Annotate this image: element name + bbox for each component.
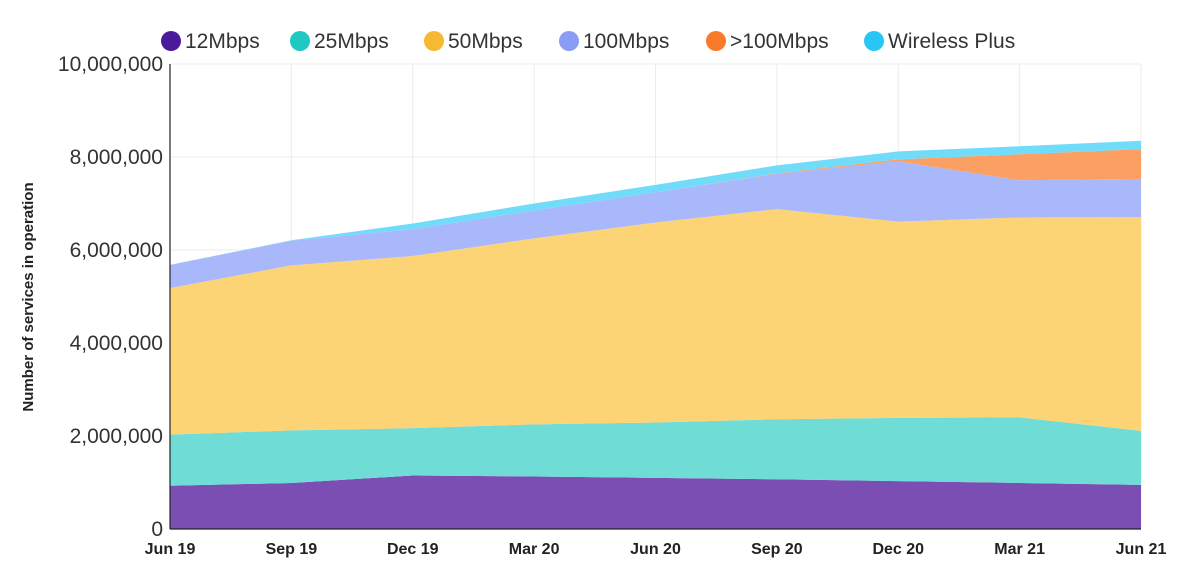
x-axis-ticks: Jun 19 Sep 19 Dec 19 Mar 20 Jun 20 Sep 20 Dec … <box>145 541 1167 558</box>
x-tick-label: Mar 21 <box>994 541 1045 558</box>
legend-swatch <box>559 31 579 51</box>
legend-label: >100Mbps <box>730 30 829 53</box>
area-wireless-plus <box>170 140 1141 265</box>
y-axis-ticks: 0 2,000,000 4,000,000 6,000,000 8,000,000 10,… <box>58 53 163 541</box>
area-50mbps <box>170 209 1141 435</box>
legend-label: 25Mbps <box>314 30 389 53</box>
area-25mbps <box>170 417 1141 486</box>
x-tick-label: Jun 19 <box>145 541 196 558</box>
y-tick-label: 2,000,000 <box>70 425 163 448</box>
x-tick-label: Sep 20 <box>751 541 803 558</box>
legend-swatch <box>161 31 181 51</box>
area-100mbps <box>170 161 1141 289</box>
legend-label: 100Mbps <box>583 30 669 53</box>
x-tick-label: Jun 20 <box>630 541 681 558</box>
legend-label: 12Mbps <box>185 30 260 53</box>
x-tick-label: Jun 21 <box>1116 541 1167 558</box>
legend-swatch <box>424 31 444 51</box>
legend-label: Wireless Plus <box>888 30 1015 53</box>
x-tick-label: Dec 20 <box>872 541 924 558</box>
series-areas <box>170 140 1141 529</box>
legend: 12Mbps 25Mbps 50Mbps 100Mbps >100Mbps Wireles… <box>161 30 1015 53</box>
y-tick-label: 10,000,000 <box>58 53 163 76</box>
y-tick-label: 8,000,000 <box>70 146 163 169</box>
x-tick-label: Dec 19 <box>387 541 439 558</box>
y-tick-label: 6,000,000 <box>70 239 163 262</box>
x-tick-label: Mar 20 <box>509 541 560 558</box>
legend-swatch <box>706 31 726 51</box>
y-tick-label: 0 <box>151 518 163 541</box>
x-tick-label: Sep 19 <box>266 541 318 558</box>
legend-swatch <box>864 31 884 51</box>
area-100mbps <box>170 149 1141 265</box>
area-12mbps <box>170 475 1141 529</box>
y-tick-label: 4,000,000 <box>70 332 163 355</box>
legend-label: 50Mbps <box>448 30 523 53</box>
legend-swatch <box>290 31 310 51</box>
y-axis-label: Number of services in operation <box>20 182 37 411</box>
axes <box>169 64 1141 530</box>
